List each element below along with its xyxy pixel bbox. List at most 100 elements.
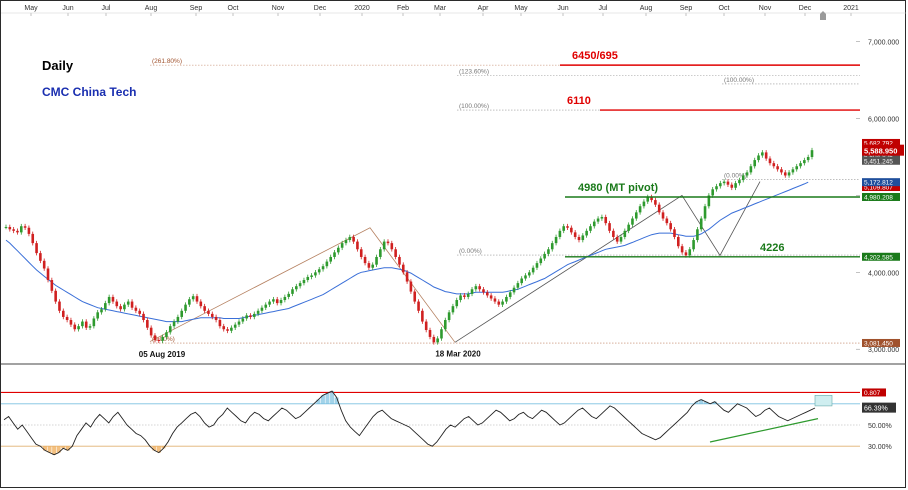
candle-body (543, 253, 546, 259)
candle-body (657, 204, 661, 213)
candle-body (310, 275, 313, 277)
candle-body (570, 227, 573, 233)
rsi-oversold-fill (152, 446, 157, 451)
candle-body (493, 298, 497, 302)
candle-body (386, 241, 390, 244)
candle-body (394, 249, 397, 257)
key-levels: 6450/695 6110 4980 (MT pivot) 4226 (560, 50, 860, 258)
last-price-label: 5,588.950 (864, 147, 897, 156)
candle-body (264, 304, 268, 308)
candle-body (401, 264, 405, 273)
time-tick-label: Jun (557, 5, 568, 12)
chart-title: Daily (42, 58, 74, 73)
candle-body (577, 236, 581, 241)
time-tick-label: Nov (759, 5, 772, 12)
candle-body (272, 299, 275, 302)
candle-body (111, 296, 115, 302)
candle-body (428, 330, 432, 337)
candle-body (348, 236, 352, 241)
key-level-label: 4980 (MT pivot) (578, 182, 658, 194)
time-tick-label: Feb (397, 5, 409, 12)
candle-body (566, 226, 569, 228)
candle-body (283, 296, 287, 301)
rsi-oversold-fill (156, 446, 161, 453)
candle-body (642, 201, 646, 207)
candle-body (421, 310, 424, 322)
time-tick-label: Sep (190, 5, 203, 12)
candle-body (69, 320, 73, 325)
rsi-highlight-box (814, 395, 833, 407)
candle-body (783, 172, 787, 176)
candle-body (168, 326, 172, 333)
swing-line-grey (454, 181, 761, 343)
candle-body (795, 166, 799, 170)
candle-body (23, 226, 27, 228)
candle-body (680, 246, 684, 253)
candle-body (295, 286, 298, 290)
price-badge-label: 4,980.208 (864, 194, 893, 201)
time-tick-label: Jun (62, 5, 73, 12)
scroll-marker-icon[interactable] (820, 11, 826, 20)
candle-body (73, 324, 77, 330)
candle-body (96, 312, 99, 319)
candle-body (600, 216, 604, 219)
candle-body (753, 160, 757, 167)
candle-body (673, 229, 676, 237)
candle-body (77, 326, 80, 330)
candle-body (612, 230, 615, 237)
candle-body (535, 263, 539, 268)
candle-body (367, 263, 371, 268)
candle-body (432, 336, 436, 343)
candle-body (306, 276, 310, 281)
candle-body (31, 233, 35, 244)
candle-body (474, 286, 478, 290)
candle-body (764, 152, 768, 159)
candle-body (207, 310, 210, 314)
candle-body (249, 315, 252, 317)
candle-body (199, 301, 203, 307)
candle-body (146, 320, 149, 328)
fib-label: (100.00%) (459, 103, 489, 110)
rsi-line (3, 390, 816, 456)
rsi-overbought-fill (699, 399, 704, 404)
candle-body (711, 189, 714, 196)
candle-body (623, 230, 627, 237)
price-badge (862, 138, 900, 147)
price-tick-label: 3,000.000 (868, 347, 899, 354)
price-badge-label: 5,682.792 (864, 140, 893, 147)
candle-body (172, 321, 176, 327)
candle-body (291, 289, 294, 294)
candle-body (741, 175, 745, 181)
candle-body (363, 256, 367, 264)
candle-body (806, 157, 810, 161)
candle-body (573, 232, 577, 237)
rsi-oversold-fill (56, 446, 61, 453)
candle-body (268, 301, 271, 305)
price-tick-label: 6,000.000 (868, 117, 899, 124)
candle-body (379, 249, 382, 257)
candle-body (279, 300, 283, 304)
candle-body (65, 316, 69, 321)
candle-body (54, 290, 57, 302)
candle-body (218, 320, 222, 327)
candle-body (749, 166, 753, 173)
candle-body (715, 186, 718, 190)
candle-body (799, 163, 802, 167)
candle-body (252, 313, 256, 317)
candle-body (738, 180, 741, 184)
candle-body (314, 272, 317, 276)
candle-body (19, 226, 23, 233)
candle-body (661, 212, 665, 219)
price-badge (862, 156, 900, 165)
candle-body (58, 301, 61, 311)
time-tick-label: Aug (145, 5, 158, 12)
candle-body (615, 236, 619, 242)
time-tick-label: Dec (314, 5, 327, 12)
candle-body (470, 289, 474, 294)
time-tick-label: Jul (102, 5, 111, 12)
candle-body (631, 218, 634, 225)
candle-body (222, 326, 226, 330)
candle-body (627, 224, 630, 231)
candle-body (180, 310, 184, 317)
candle-body (722, 181, 726, 184)
